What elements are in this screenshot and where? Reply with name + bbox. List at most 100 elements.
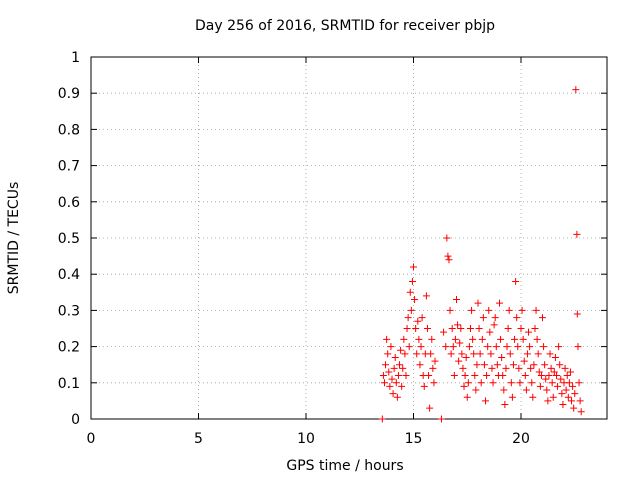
data-point bbox=[539, 314, 546, 322]
data-point bbox=[490, 321, 498, 329]
y-tick-label: 0.9 bbox=[58, 86, 80, 102]
data-point bbox=[568, 397, 576, 405]
data-point bbox=[520, 357, 528, 365]
data-point bbox=[448, 325, 456, 332]
data-point bbox=[551, 353, 559, 361]
data-point bbox=[531, 325, 539, 332]
data-point bbox=[386, 382, 394, 390]
data-point bbox=[502, 364, 510, 372]
data-point bbox=[473, 361, 481, 369]
data-point bbox=[543, 386, 551, 394]
data-point bbox=[499, 372, 507, 380]
data-point bbox=[512, 277, 520, 285]
y-tick-label: 0 bbox=[71, 412, 80, 428]
data-point bbox=[525, 328, 533, 336]
data-point bbox=[508, 393, 516, 401]
data-point bbox=[390, 364, 398, 372]
data-point bbox=[427, 350, 435, 358]
data-point bbox=[462, 353, 470, 361]
data-point bbox=[514, 343, 522, 351]
data-point bbox=[482, 397, 490, 405]
data-point bbox=[517, 325, 525, 332]
data-point bbox=[442, 343, 450, 351]
data-point bbox=[571, 390, 579, 398]
data-point bbox=[417, 343, 425, 351]
y-tick-label: 0.5 bbox=[58, 231, 80, 247]
data-point bbox=[542, 375, 550, 383]
data-point bbox=[460, 382, 468, 390]
data-point bbox=[388, 375, 396, 383]
y-tick-label: 0.8 bbox=[58, 122, 80, 138]
data-point bbox=[493, 361, 501, 369]
data-point bbox=[484, 343, 492, 351]
data-point bbox=[468, 306, 476, 314]
data-point bbox=[380, 379, 388, 387]
data-point bbox=[564, 393, 572, 401]
data-point bbox=[537, 372, 545, 380]
ticks bbox=[90, 56, 607, 420]
data-point bbox=[489, 379, 497, 387]
x-tick-label: 0 bbox=[87, 431, 96, 447]
data-point bbox=[540, 343, 548, 351]
data-point bbox=[458, 350, 466, 358]
data-point bbox=[570, 404, 578, 412]
data-point bbox=[456, 339, 464, 347]
data-point bbox=[492, 343, 500, 351]
data-point bbox=[577, 408, 585, 416]
data-point bbox=[446, 306, 454, 314]
data-point bbox=[550, 368, 558, 376]
data-point bbox=[447, 350, 455, 358]
data-point bbox=[487, 350, 495, 358]
data-point bbox=[497, 335, 505, 343]
data-point bbox=[523, 350, 531, 358]
data-point bbox=[408, 277, 416, 285]
data-point bbox=[413, 350, 421, 358]
data-point bbox=[454, 321, 462, 329]
data-point bbox=[464, 379, 472, 387]
data-point bbox=[416, 361, 424, 369]
data-point bbox=[422, 292, 430, 300]
plot-frame bbox=[90, 56, 608, 420]
data-point bbox=[429, 364, 437, 372]
data-point bbox=[562, 386, 570, 394]
data-point bbox=[477, 379, 485, 387]
data-point bbox=[415, 335, 423, 343]
data-point bbox=[469, 335, 477, 343]
data-point bbox=[496, 299, 503, 307]
y-tick-label: 0.3 bbox=[58, 303, 80, 319]
data-point bbox=[545, 372, 553, 380]
x-tick-label: 10 bbox=[297, 431, 315, 447]
data-point bbox=[573, 230, 581, 238]
data-point bbox=[573, 310, 581, 318]
data-point bbox=[396, 361, 404, 369]
data-point bbox=[500, 386, 508, 394]
data-point bbox=[470, 350, 478, 358]
data-point bbox=[558, 390, 566, 398]
data-point bbox=[392, 379, 400, 387]
data-point bbox=[403, 325, 411, 332]
data-point bbox=[521, 372, 529, 380]
data-point bbox=[459, 364, 467, 372]
y-tick-label: 0.2 bbox=[58, 340, 80, 356]
data-point bbox=[561, 364, 569, 372]
data-point bbox=[532, 306, 540, 314]
x-tick-label: 20 bbox=[512, 431, 530, 447]
data-point bbox=[404, 314, 412, 322]
data-point bbox=[566, 368, 574, 376]
data-point bbox=[411, 296, 419, 304]
data-point bbox=[504, 325, 512, 332]
data-point bbox=[491, 314, 499, 322]
data-point bbox=[425, 372, 433, 380]
data-point bbox=[398, 382, 406, 390]
data-point bbox=[509, 361, 517, 369]
data-point bbox=[451, 335, 459, 343]
data-point bbox=[486, 328, 494, 336]
data-point bbox=[449, 343, 457, 351]
data-point bbox=[511, 335, 519, 343]
data-point bbox=[423, 325, 431, 332]
data-point bbox=[465, 343, 473, 351]
data-point bbox=[474, 299, 482, 307]
tick-labels: 00.10.20.30.40.50.60.70.80.910 5 10 15 20 bbox=[58, 50, 530, 447]
data-point bbox=[445, 256, 453, 264]
